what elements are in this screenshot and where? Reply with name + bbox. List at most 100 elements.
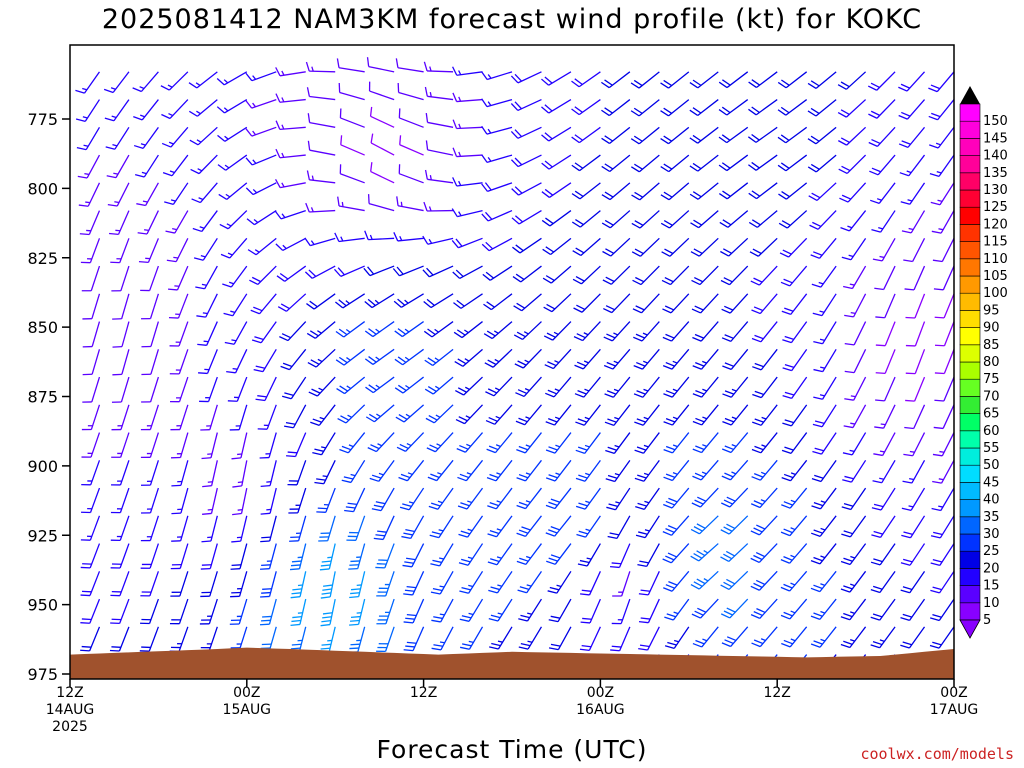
wind-barb	[718, 71, 749, 89]
credit-text: coolwx.com/models	[860, 745, 1014, 763]
colorbar-swatch	[959, 482, 981, 500]
wind-barb	[364, 348, 395, 365]
wind-barb	[274, 209, 306, 220]
wind-barb	[140, 571, 160, 597]
wind-barb	[217, 154, 248, 171]
wind-barb	[751, 626, 778, 648]
wind-barb	[346, 515, 366, 541]
wind-barb	[169, 626, 189, 652]
wind-barb	[141, 293, 160, 320]
wind-barb	[275, 237, 307, 251]
wind-barb	[840, 210, 867, 232]
wind-barb	[165, 210, 189, 234]
wind-barb	[722, 376, 749, 398]
wind-barb	[200, 571, 218, 598]
wind-barb	[373, 515, 395, 541]
wind-barb	[335, 293, 366, 309]
wind-barb	[875, 376, 896, 402]
wind-barb	[901, 487, 926, 511]
wind-barb	[403, 598, 425, 624]
wind-barb	[839, 182, 867, 203]
wind-barb	[289, 543, 307, 571]
wind-barb	[246, 210, 277, 226]
wind-barb	[82, 321, 101, 348]
wind-barb	[575, 459, 601, 482]
wind-barb	[280, 348, 307, 371]
wind-barb	[168, 293, 189, 319]
wind-barb	[275, 148, 306, 159]
wind-barb	[690, 210, 719, 229]
wind-barb	[807, 99, 837, 117]
wind-barb	[807, 71, 837, 89]
wind-barb	[336, 58, 365, 73]
wind-barb	[134, 154, 159, 178]
wind-barb	[304, 265, 336, 279]
wind-barb	[661, 237, 690, 257]
wind-barb	[812, 404, 837, 428]
wind-barb	[867, 71, 896, 91]
wind-barb	[141, 376, 160, 403]
wind-barb	[843, 265, 867, 290]
wind-barb	[245, 71, 277, 82]
wind-barb	[660, 71, 690, 89]
wind-barb	[483, 321, 513, 340]
wind-barb	[898, 99, 926, 120]
wind-barb	[517, 570, 543, 594]
wind-barb	[872, 459, 896, 484]
wind-barb	[141, 321, 160, 348]
wind-barb	[140, 515, 160, 542]
wind-barb	[82, 376, 101, 403]
wind-barb	[875, 293, 896, 319]
wind-barb	[874, 404, 896, 429]
wind-barb	[543, 321, 572, 341]
wind-barb	[689, 182, 719, 200]
wind-barb	[571, 99, 601, 116]
wind-barb	[840, 543, 867, 566]
wind-barb	[307, 348, 336, 368]
x-tick-label: 17AUG	[930, 702, 979, 718]
wind-barb	[427, 459, 454, 482]
wind-barb	[431, 626, 454, 651]
wind-barb	[288, 487, 307, 514]
wind-barb	[452, 66, 483, 76]
wind-barb	[481, 71, 513, 81]
x-tick-label: 2025	[52, 719, 88, 735]
wind-barb	[634, 432, 660, 454]
wind-barb	[900, 570, 926, 594]
y-tick-label: 825	[27, 249, 58, 268]
wind-barb	[931, 487, 954, 512]
wind-barb	[394, 321, 424, 338]
wind-barb	[515, 404, 542, 426]
wind-barb	[842, 432, 867, 456]
wind-barb	[518, 598, 543, 622]
wind-barb	[810, 515, 837, 537]
wind-barb	[451, 237, 483, 249]
wind-barb	[660, 182, 690, 201]
wind-barb	[335, 348, 366, 366]
wind-barb	[603, 321, 631, 342]
wind-barb	[904, 404, 926, 430]
colorbar-label: 110	[983, 252, 1008, 267]
wind-barb	[632, 293, 660, 314]
wind-barb	[933, 265, 954, 291]
wind-barb	[928, 71, 954, 93]
wind-barb	[604, 404, 631, 426]
colorbar-label: 145	[983, 131, 1008, 146]
wind-barb	[516, 432, 542, 454]
wind-barb	[306, 321, 336, 339]
wind-barb	[571, 126, 601, 144]
wind-barb	[752, 348, 778, 371]
colorbar-swatch	[959, 361, 981, 380]
wind-barb	[811, 459, 837, 483]
wind-barb	[422, 265, 454, 278]
wind-barb	[689, 126, 719, 144]
wind-barb	[368, 81, 395, 101]
wind-barb	[452, 177, 483, 187]
wind-barb	[481, 98, 513, 108]
wind-barb	[934, 293, 954, 319]
wind-barb	[232, 460, 248, 488]
colorbar-swatch	[959, 206, 981, 225]
wind-barb	[422, 235, 454, 245]
wind-barb	[104, 99, 130, 122]
wind-barb	[486, 432, 513, 454]
